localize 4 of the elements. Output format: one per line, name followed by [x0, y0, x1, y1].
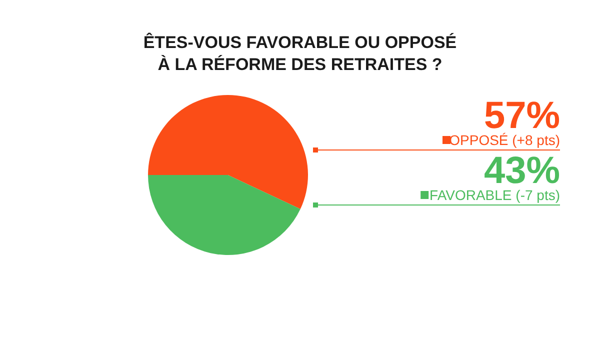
chart-title: ÊTES-VOUS FAVORABLE OU OPPOSÉ À LA RÉFORME DES RETRAITES ?: [143, 32, 457, 74]
legend-label: FAVORABLE (-7 pts): [430, 187, 560, 203]
pie-slice: [148, 95, 308, 210]
pie-slice: [148, 175, 300, 255]
